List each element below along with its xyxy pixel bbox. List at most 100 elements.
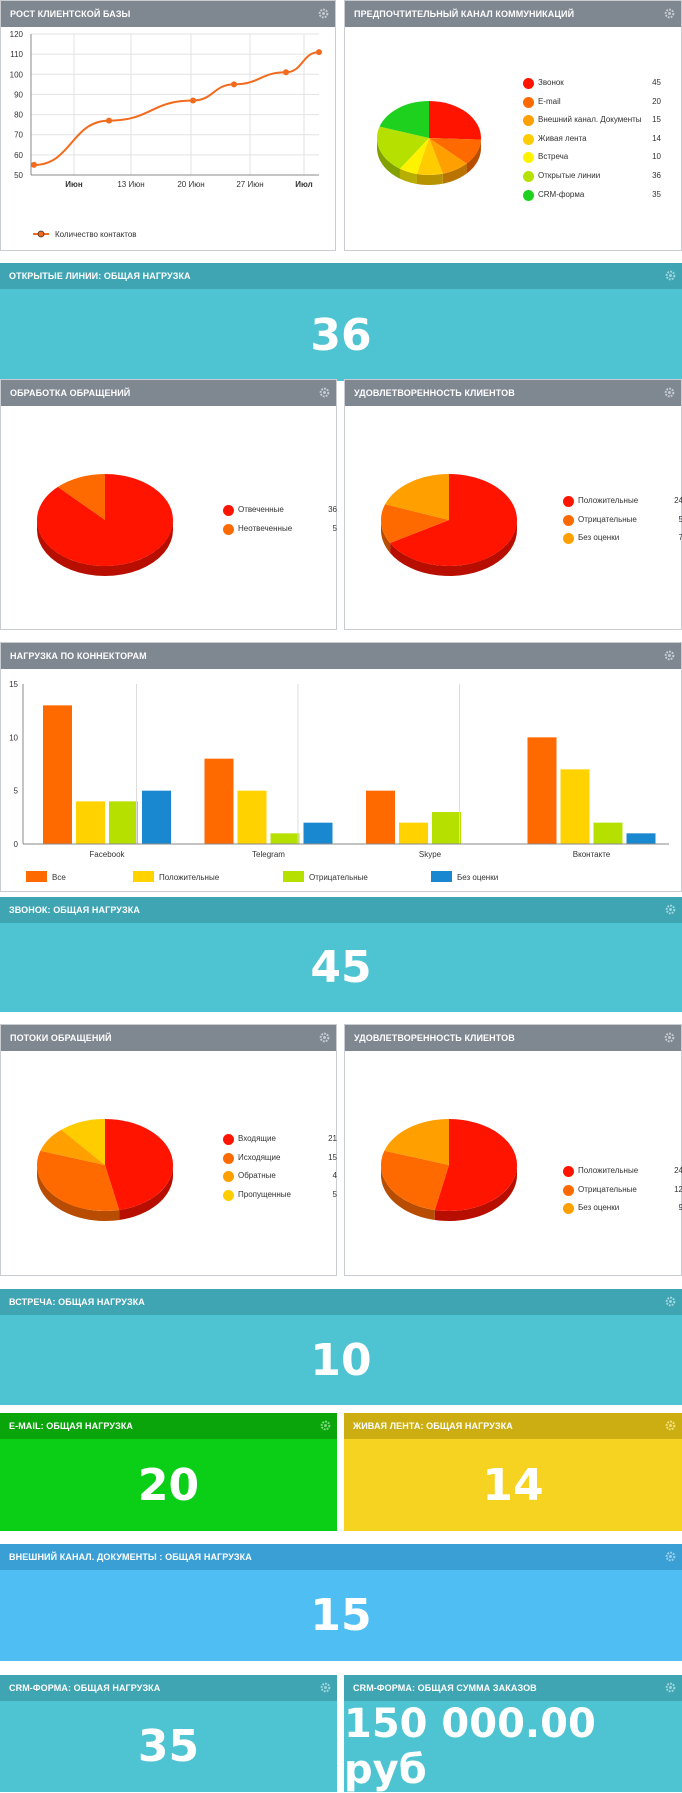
legend-label: Положительные (159, 873, 220, 882)
legend-color-icon (563, 1185, 574, 1196)
bar (366, 791, 395, 844)
gear-icon[interactable] (665, 1420, 676, 1431)
widget-external-channel-load: ВНЕШНИЙ КАНАЛ. ДОКУМЕНТЫ : ОБЩАЯ НАГРУЗК… (0, 1544, 682, 1661)
legend-value: 21 (317, 1134, 337, 1143)
y-tick-label: 15 (9, 680, 18, 689)
x-tick-label: Июл (295, 180, 312, 189)
bar (43, 705, 72, 844)
legend-item: E-mail 20 (523, 96, 661, 110)
bar (627, 833, 656, 844)
widget-header: РОСТ КЛИЕНТСКОЙ БАЗЫ (1, 1, 335, 27)
legend-value: 36 (641, 171, 661, 180)
gear-icon[interactable] (319, 387, 330, 398)
x-tick-label: Telegram (252, 850, 285, 859)
gear-icon[interactable] (665, 1296, 676, 1307)
y-tick-label: 70 (14, 131, 23, 140)
series-line (34, 52, 319, 165)
y-tick-label: 60 (14, 151, 23, 160)
gear-icon[interactable] (665, 1682, 676, 1693)
legend-color-icon (563, 515, 574, 526)
legend-label: Пропущенные (238, 1190, 291, 1199)
gear-icon[interactable] (664, 387, 675, 398)
metric-value: 35 (0, 1701, 337, 1792)
metric-value: 45 (0, 923, 682, 1012)
bar (238, 791, 267, 844)
x-tick-label: 27 Июн (236, 180, 263, 189)
y-tick-label: 0 (14, 840, 19, 849)
gear-icon[interactable] (665, 1551, 676, 1562)
y-tick-label: 120 (10, 30, 24, 39)
data-point (190, 97, 196, 103)
legend-label: Исходящие (238, 1153, 280, 1162)
legend-value: 36 (317, 505, 337, 514)
metric-value: 150 000.00 руб (344, 1701, 682, 1792)
legend-value: 5 (663, 515, 682, 524)
y-tick-label: 80 (14, 111, 23, 120)
gear-icon[interactable] (665, 270, 676, 281)
legend-color-icon (223, 1134, 234, 1145)
legend-color-icon (223, 1153, 234, 1164)
legend-label: Все (52, 873, 66, 882)
data-point (231, 81, 237, 87)
legend-label: Без оценки (578, 533, 619, 542)
legend-label: Отрицательные (309, 873, 368, 882)
legend-label: Положительные (578, 1166, 638, 1175)
y-tick-label: 5 (14, 787, 19, 796)
x-tick-label: Июн (65, 180, 83, 189)
widget-preferred-channel: ПРЕДПОЧТИТЕЛЬНЫЙ КАНАЛ КОММУНИКАЦИЙ Звон… (344, 0, 682, 251)
gear-icon[interactable] (664, 8, 675, 19)
gear-icon[interactable] (665, 904, 676, 915)
widget-title: E-MAIL: ОБЩАЯ НАГРУЗКА (9, 1421, 133, 1431)
gear-icon[interactable] (320, 1682, 331, 1693)
x-tick-label: Skype (419, 850, 442, 859)
y-tick-label: 100 (10, 70, 24, 79)
legend-value: 9 (663, 1203, 682, 1212)
legend-color-icon (563, 496, 574, 507)
x-tick-label: 20 Июн (177, 180, 204, 189)
gear-icon[interactable] (664, 650, 675, 661)
legend-color-icon (283, 871, 304, 882)
y-tick-label: 10 (9, 733, 18, 742)
bar (109, 801, 138, 844)
widget-livefeed-load: ЖИВАЯ ЛЕНТА: ОБЩАЯ НАГРУЗКА 14 (344, 1413, 682, 1531)
legend-label: E-mail (538, 97, 561, 106)
widget-crm-form-orders-sum: CRM-ФОРМА: ОБЩАЯ СУММА ЗАКАЗОВ 150 000.0… (344, 1675, 682, 1792)
gear-icon[interactable] (320, 1420, 331, 1431)
metric-value: 20 (0, 1439, 337, 1531)
legend-value: 7 (663, 533, 682, 542)
legend-label: Звонок (538, 78, 564, 87)
legend-label: Неотвеченные (238, 524, 292, 533)
legend-label: CRM-форма (538, 190, 584, 199)
legend-color-icon (523, 152, 534, 163)
gear-icon[interactable] (319, 1032, 330, 1043)
legend-value: 35 (641, 190, 661, 199)
widget-meeting-load: ВСТРЕЧА: ОБЩАЯ НАГРУЗКА 10 (0, 1289, 682, 1405)
gear-icon[interactable] (318, 8, 329, 19)
bar (528, 737, 557, 844)
widget-title: ПРЕДПОЧТИТЕЛЬНЫЙ КАНАЛ КОММУНИКАЦИЙ (354, 9, 574, 19)
bar (205, 759, 234, 844)
legend-color-icon (523, 115, 534, 126)
legend-color-icon (563, 1166, 574, 1177)
legend-value: 20 (641, 97, 661, 106)
data-point (283, 69, 289, 75)
gear-icon[interactable] (664, 1032, 675, 1043)
legend-color-icon (223, 505, 234, 516)
legend-label: Отрицательные (578, 1185, 637, 1194)
bar (142, 791, 171, 844)
